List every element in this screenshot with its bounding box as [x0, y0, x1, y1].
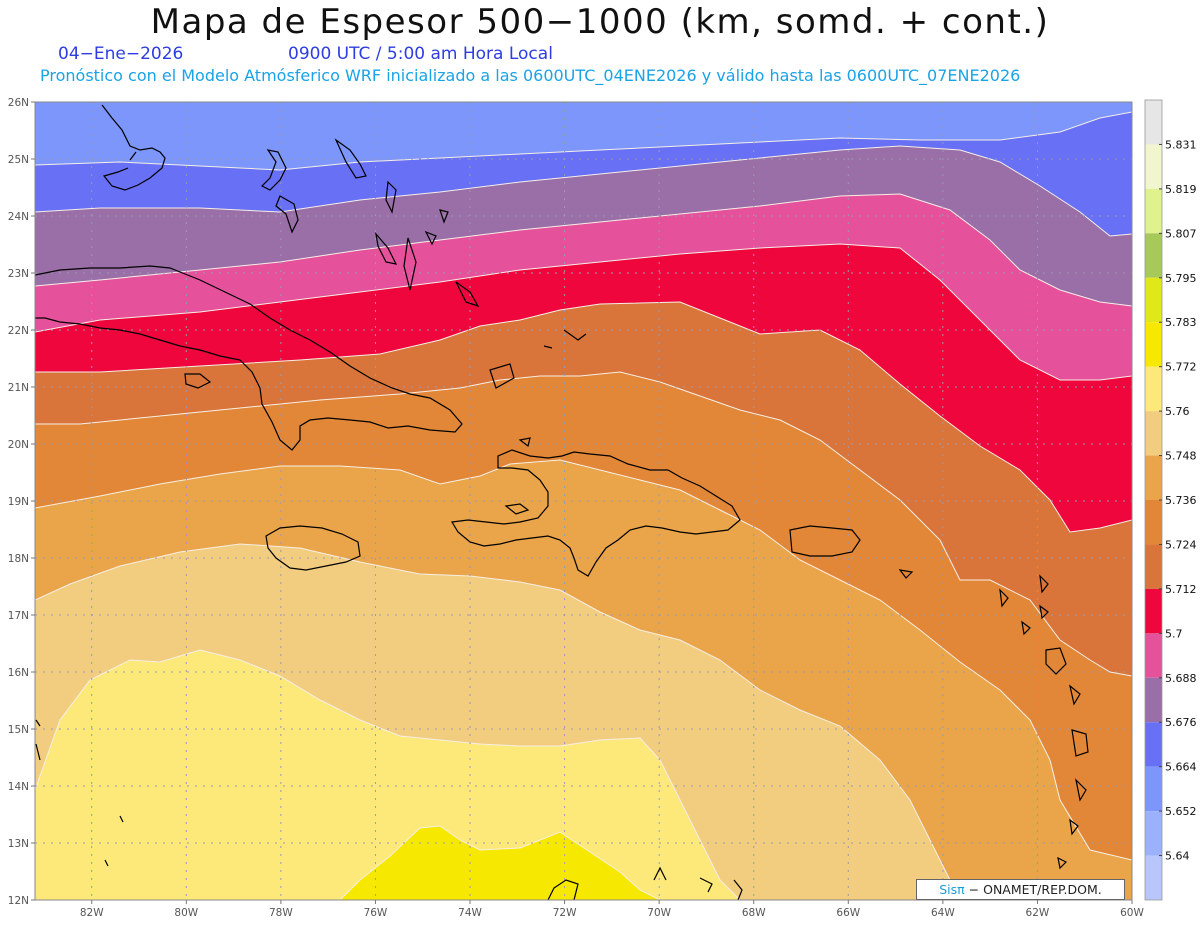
colorbar-label: 5.807: [1165, 227, 1197, 240]
forecast-date: 04−Ene−2026: [58, 44, 184, 64]
lon-label: 72W: [553, 907, 577, 919]
coast-isla-juventud: [184, 373, 212, 389]
coast-lesser-antilles: [898, 569, 1089, 870]
colorbar-swatch: [1145, 588, 1162, 634]
colorbar-label: 5.676: [1165, 716, 1197, 729]
coast-cuba: [35, 265, 463, 451]
lat-label: 17N: [8, 610, 29, 622]
lat-label: 19N: [8, 496, 29, 508]
colorbar-label: 5.772: [1165, 361, 1197, 374]
colorbar-swatch: [1145, 500, 1162, 545]
coast-gonave: [504, 503, 530, 515]
colorbar-label: 5.652: [1165, 805, 1197, 818]
coast-hispaniola: [451, 449, 741, 577]
colorbar-swatch: [1145, 100, 1162, 145]
colorbar-label: 5.76: [1165, 405, 1190, 418]
lat-label: 15N: [8, 724, 29, 736]
colorbar-swatch: [1145, 233, 1162, 278]
coast-south-america: [547, 866, 743, 900]
colorbar-label: 5.748: [1165, 450, 1197, 463]
lon-label: 74W: [458, 907, 482, 919]
coast-puerto-rico: [789, 525, 861, 557]
latitude-labels: 26N 25N 24N 23N 22N 21N 20N 19N 18N 17N 16N 15N 14N 1…: [8, 97, 35, 907]
lat-label: 24N: [8, 211, 29, 223]
colorbar-label: 5.688: [1165, 672, 1197, 685]
colorbar-swatch: [1145, 411, 1162, 456]
lon-label: 64W: [931, 907, 955, 919]
thickness-band: [339, 825, 661, 900]
colorbar-swatch: [1145, 144, 1162, 189]
lon-label: 62W: [1026, 907, 1050, 919]
colorbar-label: 5.819: [1165, 183, 1197, 196]
lat-label: 16N: [8, 667, 29, 679]
coast-cays: [35, 329, 587, 867]
colorbar-label: 5.664: [1165, 761, 1197, 774]
colorbar-swatch: [1145, 677, 1162, 723]
colorbar-label: 5.783: [1165, 316, 1197, 329]
lon-label: 60W: [1120, 907, 1144, 919]
longitude-labels: 82W 80W 78W 76W 74W 72W 70W 68W 66W 64W 62W 60W: [80, 900, 1144, 919]
lon-label: 82W: [80, 907, 104, 919]
colorbar-swatch: [1145, 322, 1162, 367]
lon-label: 78W: [269, 907, 293, 919]
lat-label: 18N: [8, 553, 29, 565]
colorbar-label: 5.7: [1165, 627, 1183, 640]
colorbar-swatch: [1145, 766, 1162, 812]
forecast-time: 0900 UTC / 5:00 am Hora Local: [288, 44, 553, 64]
lon-label: 68W: [742, 907, 766, 919]
coast-jamaica: [265, 525, 361, 571]
model-run-subtitle: Pronóstico con el Modelo Atmósferico WRF…: [40, 66, 1021, 85]
colorbar-label: 5.795: [1165, 272, 1197, 285]
colorbar-label: 5.831: [1165, 138, 1197, 151]
lon-label: 80W: [174, 907, 198, 919]
lat-lon-grid: [35, 102, 1132, 900]
coast-bahamas: [260, 138, 480, 308]
colorbar-swatch: [1145, 366, 1162, 412]
credit-box: Sisπ − ONAMET/REP.DOM.: [916, 879, 1125, 900]
lat-label: 13N: [8, 838, 29, 850]
colorbar-swatch: [1145, 722, 1162, 767]
colorbar-swatch: [1145, 855, 1162, 900]
coast-florida: [101, 104, 166, 191]
map-title: Mapa de Espesor 500−1000 (km, somd. + co…: [150, 2, 1050, 42]
lat-label: 25N: [8, 154, 29, 166]
colorbar-swatch: [1145, 188, 1162, 234]
colorbar-label: 5.724: [1165, 538, 1197, 551]
lat-label: 23N: [8, 268, 29, 280]
colorbar: 5.831 5.819 5.807 5.795 5.783 5.772 5.76 5.748 5…: [1144, 99, 1197, 901]
colorbar-swatch: [1145, 455, 1162, 500]
colorbar-label: 5.64: [1165, 850, 1190, 863]
colorbar-label: 5.712: [1165, 583, 1197, 596]
colorbar-swatch: [1145, 633, 1162, 678]
map-fill-area: [35, 102, 1132, 900]
lat-label: 22N: [8, 325, 29, 337]
lon-label: 66W: [836, 907, 860, 919]
lon-label: 76W: [364, 907, 388, 919]
colorbar-swatch: [1145, 277, 1162, 323]
lat-label: 21N: [8, 382, 29, 394]
lon-label: 70W: [647, 907, 671, 919]
colorbar-swatch: [1145, 811, 1162, 856]
lat-label: 12N: [8, 895, 29, 907]
colorbar-label: 5.736: [1165, 494, 1197, 507]
lat-label: 14N: [8, 781, 29, 793]
colorbar-swatch: [1145, 544, 1162, 589]
lat-label: 26N: [8, 97, 29, 109]
lat-label: 20N: [8, 439, 29, 451]
coastline: [35, 104, 1089, 900]
credit-brand: Sisπ: [939, 882, 965, 897]
credit-org: − ONAMET/REP.DOM.: [964, 882, 1102, 897]
